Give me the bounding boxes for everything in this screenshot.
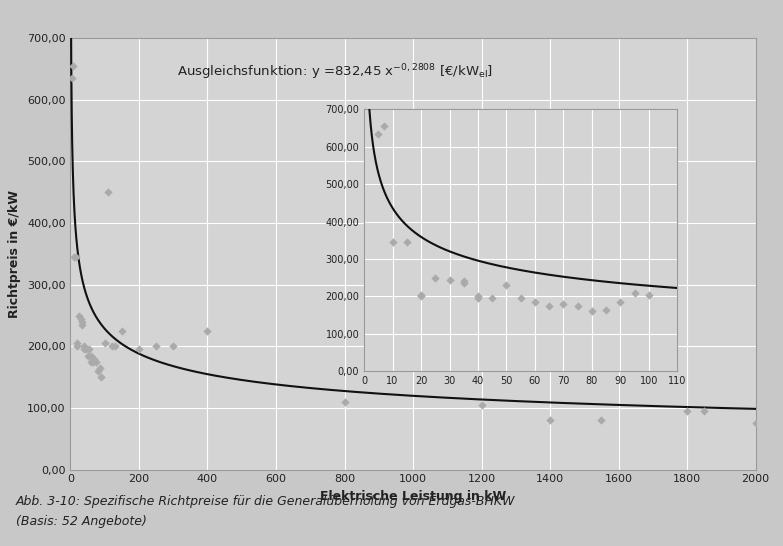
Point [150,342,162,351]
Point [475,400,488,410]
Point [529,298,541,306]
Point [78,342,91,351]
Point [429,274,442,282]
Point [557,300,570,308]
Point [83,345,96,354]
Point [85,351,97,360]
Point [457,279,470,288]
Point [133,345,146,354]
Point [595,416,608,425]
Point [167,342,179,351]
Text: Ausgleichsfunktion: y =832,45 x$^{-0,2808}$ [€/kW$_\mathregular{el}$]: Ausgleichsfunktion: y =832,45 x$^{-0,280… [177,62,493,81]
Point [76,321,88,329]
Point [73,311,85,320]
Point [643,290,655,299]
Point [471,292,484,301]
Point [698,407,710,416]
Point [80,345,92,354]
Point [90,357,103,366]
Point [85,357,97,366]
Point [201,327,214,335]
Point [486,294,499,302]
Y-axis label: Richtpreis in €/kW: Richtpreis in €/kW [9,190,21,318]
Point [70,253,82,262]
Point [76,317,88,326]
Point [586,307,598,316]
Point [93,364,106,372]
Point [92,366,104,375]
Point [116,327,128,335]
Point [71,342,84,351]
Point [471,294,484,302]
Point [109,342,121,351]
Point [66,74,78,82]
Point [99,339,111,348]
Point [386,238,399,246]
Point [514,294,527,302]
Point [86,357,99,366]
Point [500,281,513,289]
Point [600,305,612,314]
Point [457,277,470,286]
Point [78,345,91,354]
Point [81,351,94,360]
Point [338,397,351,406]
Point [628,288,640,297]
Point [415,290,428,299]
X-axis label: Elektrische Leistung in kW: Elektrische Leistung in kW [320,490,506,503]
Point [415,292,428,301]
Point [749,419,762,428]
Point [372,129,384,138]
Point [572,301,584,310]
Point [105,342,118,351]
Point [401,238,413,246]
Point [95,373,107,382]
Text: (Basis: 52 Angebote): (Basis: 52 Angebote) [16,515,146,528]
Point [67,253,80,262]
Point [74,314,87,323]
Point [543,301,555,310]
Point [71,339,84,348]
Point [102,188,114,197]
Point [443,275,456,284]
Point [88,354,101,363]
Point [543,416,556,425]
Text: Abb. 3-10: Spezifische Richtpreise für die Generalüberholung von Erdgas-BHKW: Abb. 3-10: Spezifische Richtpreise für d… [16,495,515,508]
Point [614,298,626,306]
Point [377,122,390,130]
Point [67,62,79,70]
Point [681,407,694,416]
